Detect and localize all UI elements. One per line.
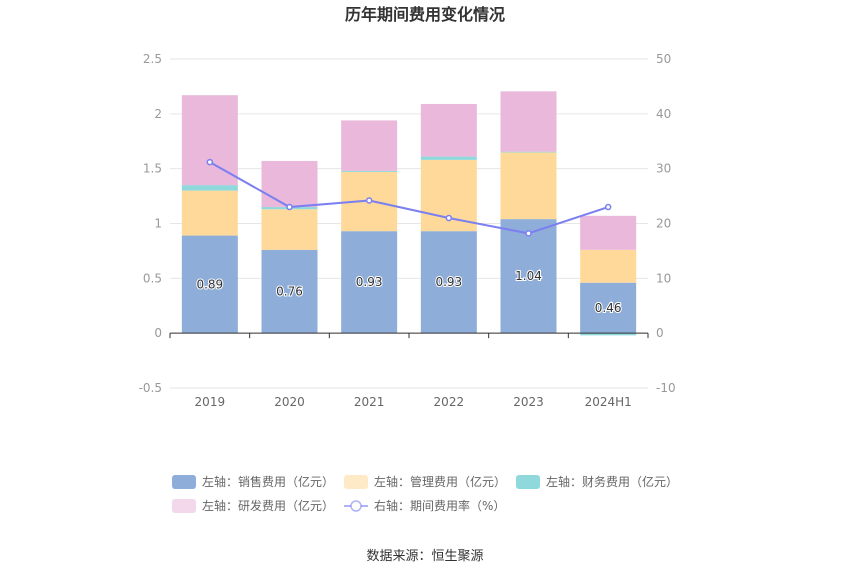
- bar-1-2023: [500, 152, 557, 220]
- legend-item-0: 左轴：销售费用（亿元）: [172, 474, 334, 489]
- rate-line: [209, 161, 609, 235]
- legend-marker: [350, 500, 362, 512]
- sales-data-label: 0.89: [196, 277, 223, 291]
- bar-3-2024H1: [580, 215, 637, 250]
- bar-2-2024H1: [580, 333, 637, 336]
- legend-item-1: 左轴：管理费用（亿元）: [344, 474, 506, 489]
- x-tick-label: 2023: [513, 395, 544, 409]
- legend-item-2: 左轴：财务费用（亿元）: [516, 474, 678, 489]
- grid-lines: [170, 58, 648, 389]
- bar-1-2024H1: [580, 249, 637, 283]
- bar-0-2024H1: [580, 282, 637, 334]
- legend-swatch: [172, 499, 196, 513]
- x-tick-label: 2019: [195, 395, 226, 409]
- rate-point-2021: [365, 197, 373, 204]
- bar-3-2021: [341, 120, 398, 171]
- chart-title: 历年期间费用变化情况: [345, 5, 505, 24]
- rate-line-series: [206, 158, 612, 237]
- x-axis-labels: 2019 2020 2021 2022 2023 2024H1: [195, 395, 632, 409]
- legend-item-4: 右轴：期间费用率（%）: [344, 498, 505, 513]
- left-tick-label: 2.5: [143, 52, 162, 66]
- right-tick-label: 30: [656, 162, 671, 176]
- left-axis: -0.5 0 0.5 1 1.5 2 2.5: [139, 52, 162, 395]
- left-tick-label: 2: [154, 107, 162, 121]
- source-note: 数据来源：恒生聚源: [366, 549, 483, 564]
- right-tick-label: 10: [656, 271, 671, 285]
- rate-point-2024H1: [604, 203, 612, 211]
- data-labels: 0.89 0.76 0.93 0.93 1.04 0.46: [195, 268, 622, 316]
- bar-1-2019: [181, 190, 238, 236]
- sales-data-label: 1.04: [515, 269, 542, 283]
- left-tick-label: 1.5: [143, 162, 162, 176]
- legend-label: 左轴：销售费用（亿元）: [202, 474, 334, 489]
- bar-3-2019: [181, 95, 238, 186]
- rate-point-2023: [525, 230, 532, 237]
- rate-point-2020: [286, 203, 293, 211]
- x-tick-label: 2021: [354, 395, 385, 409]
- right-tick-label: -10: [656, 381, 676, 395]
- right-tick-label: 0: [656, 326, 664, 340]
- legend-swatch: [172, 475, 196, 489]
- bar-2-2022: [420, 156, 477, 160]
- sales-data-label: 0.93: [356, 275, 383, 289]
- left-tick-label: 1: [154, 217, 162, 231]
- bar-3-2022: [420, 103, 477, 157]
- legend-label: 左轴：财务费用（亿元）: [546, 474, 678, 489]
- legend-label: 左轴：管理费用（亿元）: [374, 474, 506, 489]
- bar-2-2023: [500, 151, 557, 153]
- sales-data-label: 0.93: [435, 275, 462, 289]
- bar-0-2023: [500, 219, 557, 334]
- bar-3-2020: [261, 160, 318, 208]
- legend: 左轴：销售费用（亿元） 左轴：管理费用（亿元） 左轴：财务费用（亿元） 左轴：研发费用…: [172, 474, 678, 513]
- right-tick-label: 20: [656, 217, 671, 231]
- rate-point-2022: [445, 214, 453, 222]
- bar-0-2021: [341, 231, 398, 334]
- right-axis: -10 0 10 20 30 40 50: [656, 52, 676, 395]
- x-tick-label: 2024H1: [585, 395, 632, 409]
- bar-2-2019: [181, 185, 238, 191]
- legend-swatch: [516, 475, 540, 489]
- legend-swatch: [344, 475, 368, 489]
- bar-0-2019: [181, 235, 238, 334]
- right-tick-label: 40: [656, 107, 671, 121]
- x-axis: [169, 332, 649, 339]
- bar-3-2023: [500, 91, 557, 152]
- sales-data-label: 0.76: [276, 284, 303, 298]
- x-tick-label: 2022: [434, 395, 465, 409]
- legend-item-3: 左轴：研发费用（亿元）: [172, 498, 334, 513]
- right-tick-label: 50: [656, 52, 671, 66]
- left-tick-label: 0: [154, 326, 162, 340]
- left-tick-label: 0.5: [143, 271, 162, 285]
- left-tick-label: -0.5: [139, 381, 162, 395]
- sales-data-label: 0.46: [595, 301, 622, 315]
- legend-label: 左轴：研发费用（亿元）: [202, 498, 334, 513]
- legend-label: 右轴：期间费用率（%）: [374, 498, 505, 513]
- bar-2-2021: [341, 170, 398, 172]
- bar-0-2022: [420, 231, 477, 334]
- x-tick-label: 2020: [274, 395, 305, 409]
- bar-1-2020: [261, 209, 318, 250]
- bar-series: [181, 91, 637, 336]
- rate-point-2019: [206, 158, 214, 166]
- bar-0-2020: [261, 249, 318, 334]
